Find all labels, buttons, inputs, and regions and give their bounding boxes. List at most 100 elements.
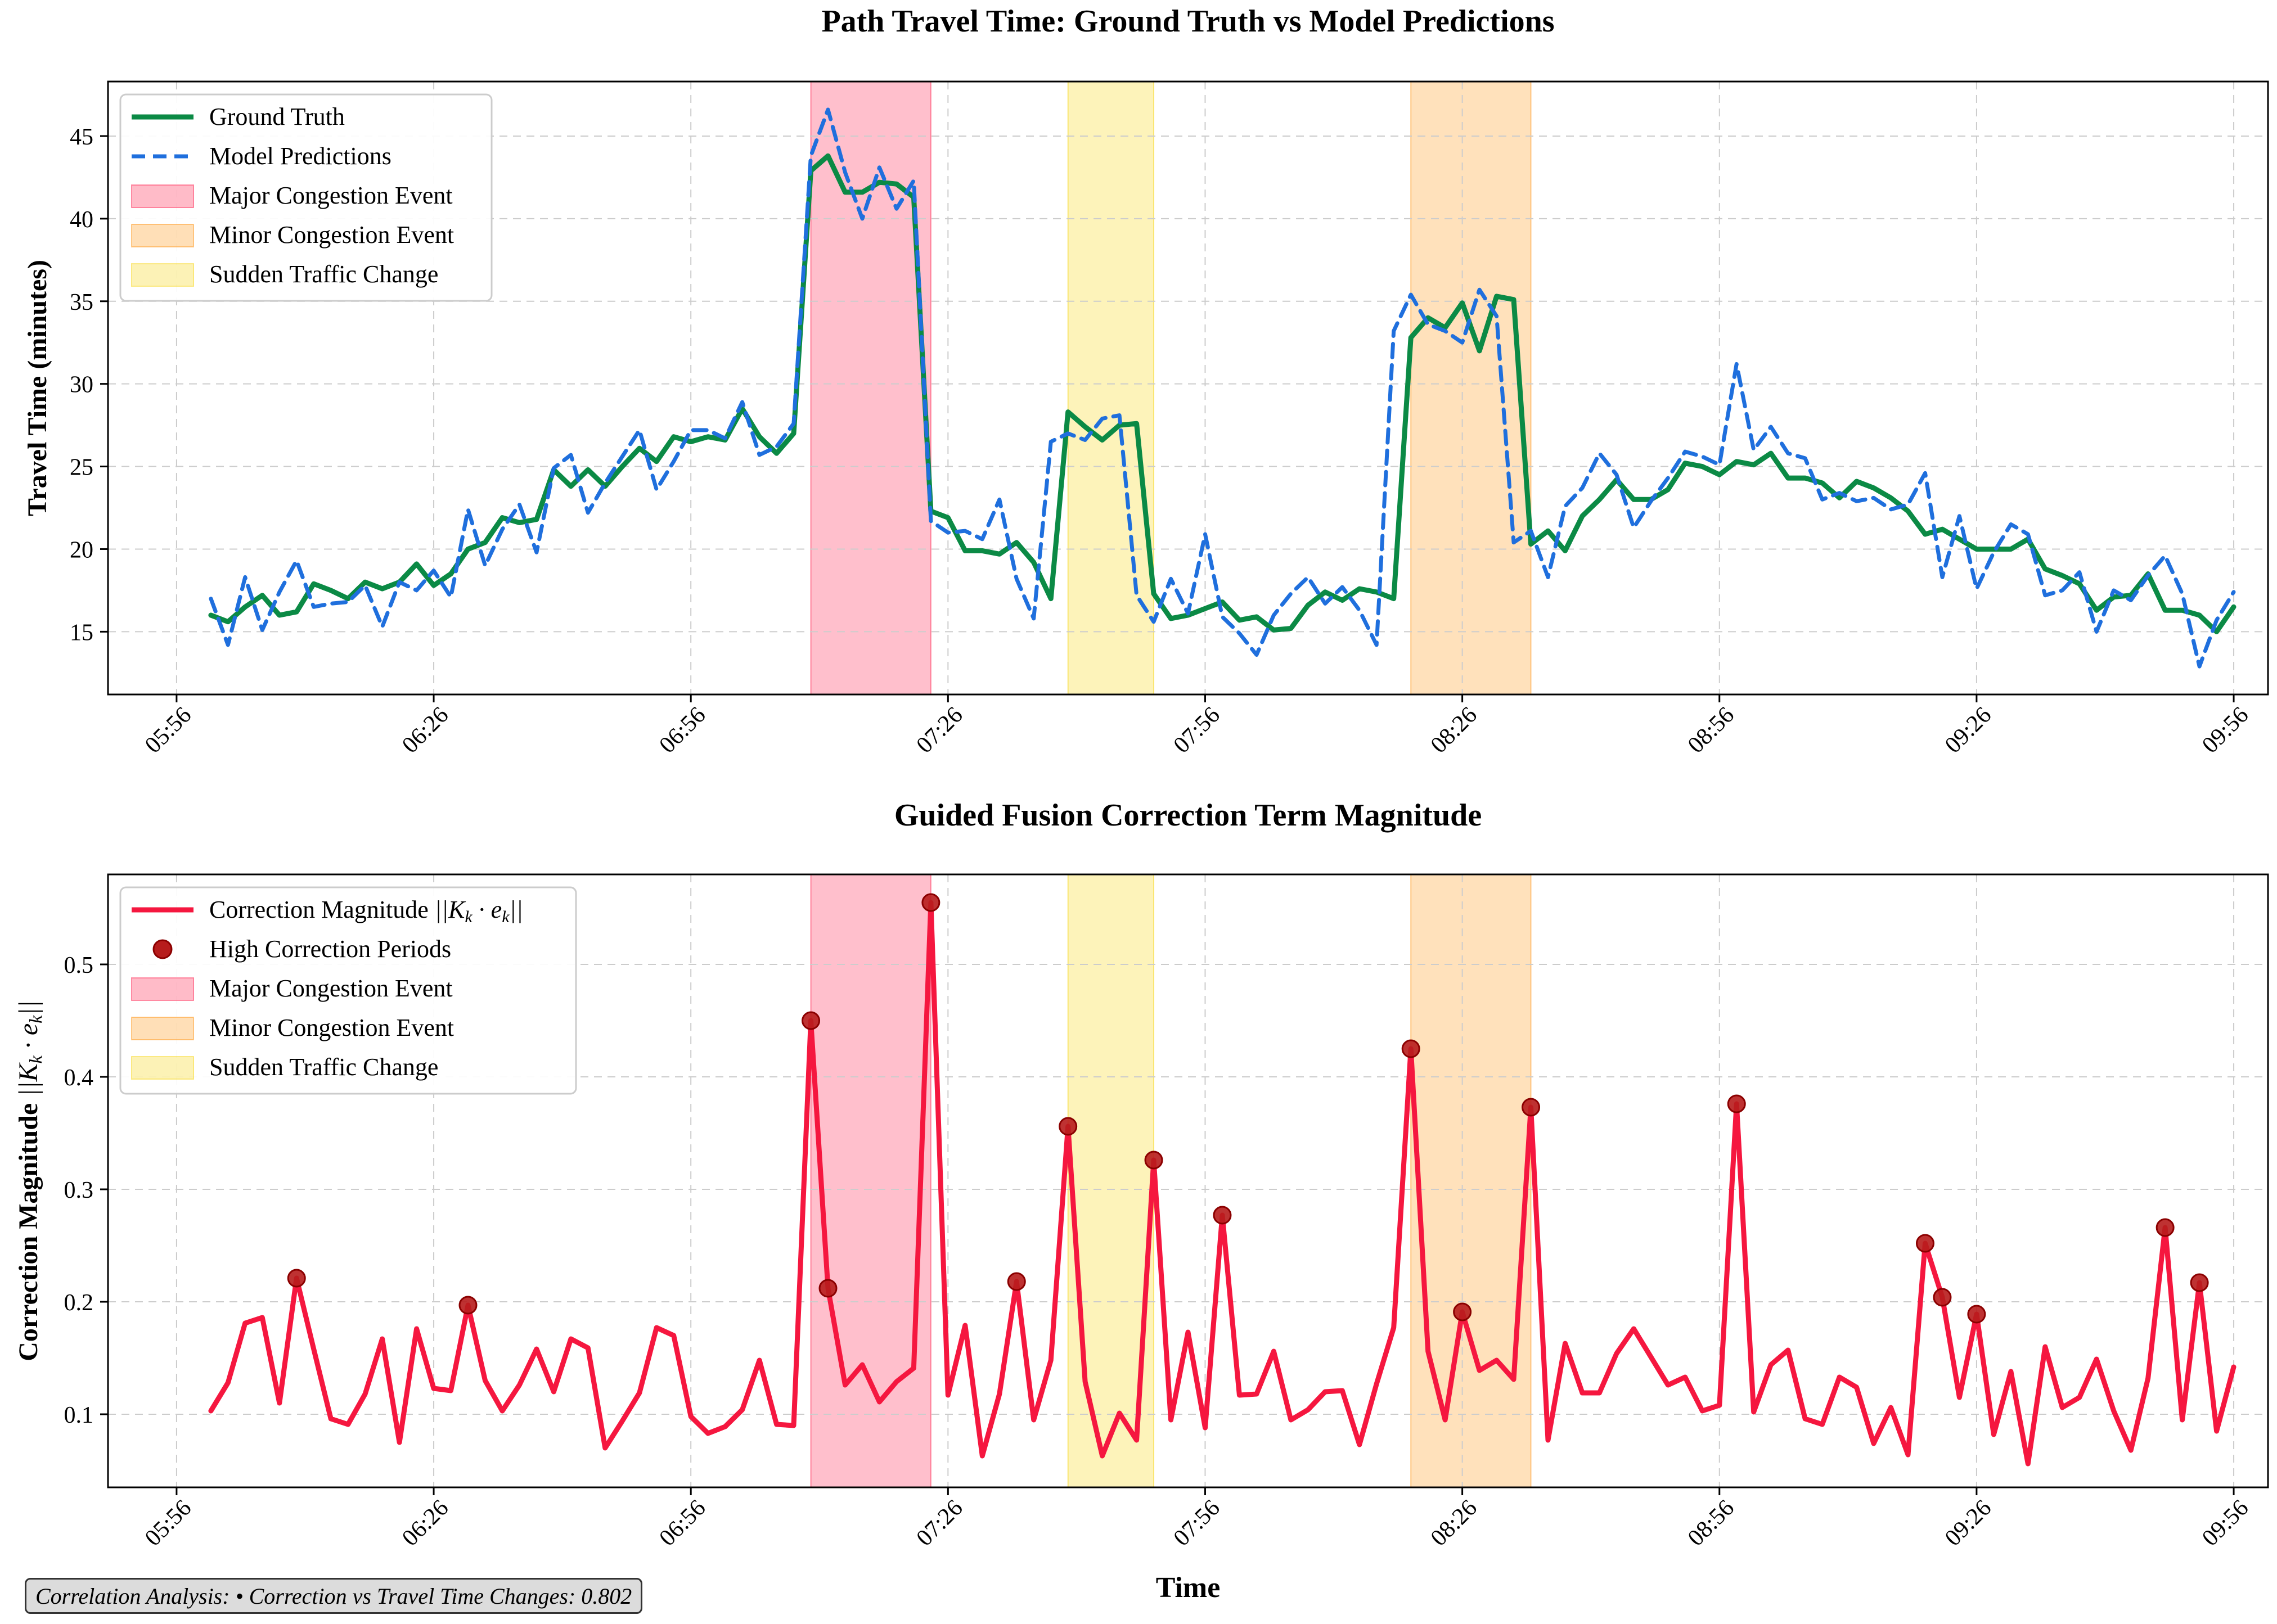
legend-swatch-sudden-change (131, 263, 194, 287)
shaded-regions (810, 874, 1532, 1488)
y-tick-label: 45 (70, 124, 93, 150)
x-tick-label: 07:56 (1169, 1495, 1225, 1551)
x-axis: 05:56 06:26 06:56 07:26 07:56 08:26 08:56 09:26… (140, 1487, 2253, 1551)
legend-label-major-congestion: Major Congestion Event (209, 975, 453, 1002)
y-axis-label-sub: k (25, 1015, 46, 1023)
high-correction-point (921, 893, 940, 912)
y-tick-label: 0.5 (64, 953, 94, 978)
y-axis: 15 20 25 30 35 40 45 (70, 124, 108, 646)
shaded-region (810, 81, 932, 695)
y-axis-label: Correction Magnitude ||Kk · ek|| (14, 1000, 46, 1361)
legend-label-high-correction: High Correction Periods (209, 935, 451, 963)
high-correction-point (1453, 1302, 1472, 1321)
high-correction-point (1401, 1039, 1420, 1058)
legend-label-sub: k (465, 908, 472, 926)
y-tick-label: 0.1 (64, 1402, 94, 1428)
legend-box (119, 93, 493, 302)
y-tick-label: 35 (70, 290, 93, 315)
x-tick-label: 09:56 (2197, 702, 2253, 758)
y-axis-label-math: · e (14, 1023, 43, 1055)
x-tick-label: 07:56 (1169, 702, 1225, 758)
high-correction-point (818, 1279, 838, 1298)
shaded-region (810, 874, 932, 1488)
legend-label-minor-congestion: Minor Congestion Event (209, 1014, 454, 1041)
legend-label-sudden-change: Sudden Traffic Change (209, 260, 438, 288)
legend-label-text: Correction Magnitude (209, 896, 435, 923)
x-tick-label: 08:56 (1683, 1495, 1739, 1551)
high-correction-point (1059, 1117, 1078, 1136)
high-correction-point (1007, 1272, 1026, 1291)
legend-label-model-predictions: Model Predictions (209, 142, 392, 170)
y-tick-label: 25 (70, 455, 93, 481)
x-tick-label: 08:56 (1683, 702, 1739, 758)
legend-box (119, 886, 577, 1095)
high-correction-point (802, 1011, 821, 1030)
chart-title: Path Travel Time: Ground Truth vs Model … (821, 4, 1554, 39)
x-tick-label: 06:26 (397, 1495, 453, 1551)
series-line-model-predictions (209, 107, 2236, 669)
legend-label-correction-magnitude: Correction Magnitude ||Kk · ek|| (209, 896, 523, 926)
correction-magnitude-chart: Guided Fusion Correction Term Magnitude … (14, 798, 2269, 1604)
high-correction-point (1144, 1151, 1163, 1170)
x-tick-label: 09:26 (1940, 1495, 1996, 1551)
legend-label-math: ||K (435, 896, 466, 923)
y-tick-label: 40 (70, 207, 93, 233)
chart-title: Guided Fusion Correction Term Magnitude (894, 798, 1482, 833)
legend: Ground Truth Model Predictions Major Con… (119, 93, 493, 302)
correlation-annotation: Correlation Analysis: • Correction vs Tr… (25, 1578, 643, 1614)
high-correction-point (2190, 1273, 2209, 1292)
legend-label-ground-truth: Ground Truth (209, 103, 345, 130)
legend-swatch-high-correction (152, 939, 173, 959)
x-tick-label: 09:26 (1940, 702, 1996, 758)
y-tick-label: 0.3 (64, 1178, 94, 1203)
x-tick-label: 05:56 (140, 702, 196, 758)
legend-swatch-minor-congestion (131, 224, 194, 247)
plot-frame (107, 873, 2269, 1488)
high-correction-point (287, 1269, 306, 1288)
x-tick-label: 06:56 (654, 702, 710, 758)
x-tick-label: 06:26 (397, 702, 453, 758)
x-axis-label: Time (1156, 1572, 1221, 1604)
travel-time-chart: Path Travel Time: Ground Truth vs Model … (22, 4, 2269, 759)
series-line-ground-truth (208, 153, 2236, 634)
shaded-region (1410, 874, 1532, 1488)
x-axis: 05:56 06:26 06:56 07:26 07:56 08:26 08:56 09:26… (140, 694, 2253, 759)
legend-label-math: || (510, 896, 523, 923)
y-axis-label: Travel Time (minutes) (22, 260, 52, 516)
high-correction-point (1727, 1094, 1746, 1113)
legend-label-sub: k (502, 908, 510, 926)
high-correction-point (1933, 1288, 1952, 1307)
x-tick-label: 08:26 (1426, 702, 1482, 758)
y-axis: 0.1 0.2 0.3 0.4 0.5 (64, 953, 108, 1428)
plot-frame (107, 80, 2269, 696)
y-axis-label-sub: k (25, 1055, 46, 1063)
legend-label-math: · e (472, 896, 502, 923)
legend-label-major-congestion: Major Congestion Event (209, 182, 453, 209)
x-tick-label: 07:26 (912, 702, 968, 758)
shaded-region (1410, 81, 1532, 695)
y-axis-label-math: || (14, 1000, 43, 1015)
x-tick-label: 07:26 (912, 1495, 968, 1551)
x-tick-label: 09:56 (2197, 1495, 2253, 1551)
legend: Correction Magnitude ||Kk · ek|| High Co… (119, 886, 577, 1095)
legend-label-sudden-change: Sudden Traffic Change (209, 1053, 438, 1081)
series-group (208, 893, 2236, 1467)
legend-swatch-sudden-change (131, 1056, 194, 1080)
x-tick-label: 05:56 (140, 1495, 196, 1551)
y-axis-label-text: Correction Magnitude (14, 1097, 43, 1361)
high-correction-point (2156, 1218, 2175, 1237)
legend-swatch-major-congestion (131, 977, 194, 1001)
y-tick-label: 20 (70, 537, 93, 563)
legend-swatch-minor-congestion (131, 1017, 194, 1040)
shaded-region (1067, 81, 1155, 695)
series-group (208, 107, 2236, 669)
shaded-regions (810, 81, 1532, 695)
legend-swatch-major-congestion (131, 184, 194, 208)
legend-label-minor-congestion: Minor Congestion Event (209, 221, 454, 249)
y-tick-label: 30 (70, 372, 93, 398)
y-tick-label: 0.2 (64, 1290, 94, 1316)
high-correction-point (458, 1296, 478, 1315)
high-correction-point (1967, 1305, 1986, 1324)
high-correction-point (1213, 1206, 1232, 1225)
